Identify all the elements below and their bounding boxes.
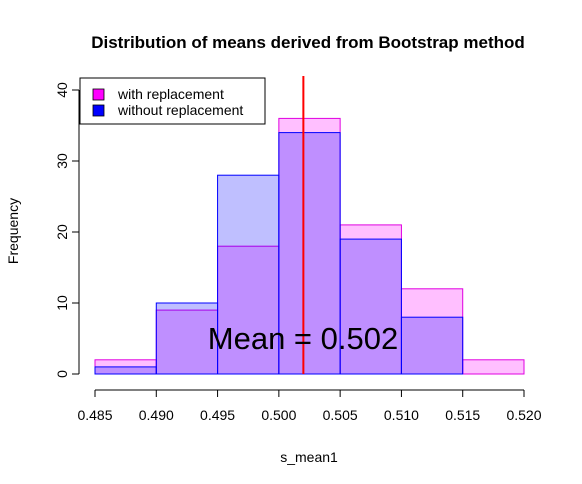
legend-label-with-replacement: with replacement bbox=[117, 86, 224, 102]
x-tick-label: 0.485 bbox=[77, 407, 112, 423]
bar-without-replacement-3 bbox=[278, 132, 341, 375]
legend-box bbox=[79, 77, 266, 125]
x-tick-label: 0.500 bbox=[261, 407, 296, 423]
bar-without-replacement-4 bbox=[339, 238, 402, 375]
y-axis-label: Frequency bbox=[5, 198, 21, 264]
y-tick-label: 0 bbox=[54, 370, 70, 378]
bar-without-replacement-2 bbox=[217, 174, 280, 375]
bar-with-replacement-1 bbox=[155, 309, 219, 375]
legend-swatch-with-replacement bbox=[92, 88, 105, 101]
bar-with-replacement-2 bbox=[217, 245, 280, 375]
legend-swatch-without-replacement bbox=[92, 104, 105, 117]
x-tick-label: 0.505 bbox=[323, 407, 358, 423]
x-axis-label: s_mean1 bbox=[280, 449, 338, 465]
mean-annotation: Mean = 0.502 bbox=[208, 321, 398, 356]
x-tick-label: 0.520 bbox=[506, 407, 541, 423]
y-tick-label: 30 bbox=[54, 153, 70, 169]
x-tick-label: 0.495 bbox=[200, 407, 235, 423]
y-tick-label: 40 bbox=[54, 82, 70, 98]
bar-with-replacement-3 bbox=[278, 117, 341, 375]
y-tick-label: 10 bbox=[54, 295, 70, 311]
bar-without-replacement-1 bbox=[155, 302, 219, 375]
bar-without-replacement-5 bbox=[400, 316, 464, 375]
bar-with-replacement-6 bbox=[462, 359, 525, 375]
bar-without-replacement-0 bbox=[94, 366, 157, 375]
legend-label-without-replacement: without replacement bbox=[117, 102, 243, 118]
chart-title: Distribution of means derived from Boots… bbox=[91, 33, 525, 52]
x-tick-label: 0.515 bbox=[445, 407, 480, 423]
x-tick-label: 0.490 bbox=[139, 407, 174, 423]
x-tick-label: 0.510 bbox=[384, 407, 419, 423]
bar-with-replacement-4 bbox=[339, 224, 402, 375]
histogram-bars bbox=[94, 117, 525, 375]
legend: with replacement without replacement bbox=[79, 77, 266, 125]
y-tick-label: 20 bbox=[54, 224, 70, 240]
axes: 0.485 0.490 0.495 0.500 0.505 0.510 0.515 0.520… bbox=[54, 82, 542, 423]
